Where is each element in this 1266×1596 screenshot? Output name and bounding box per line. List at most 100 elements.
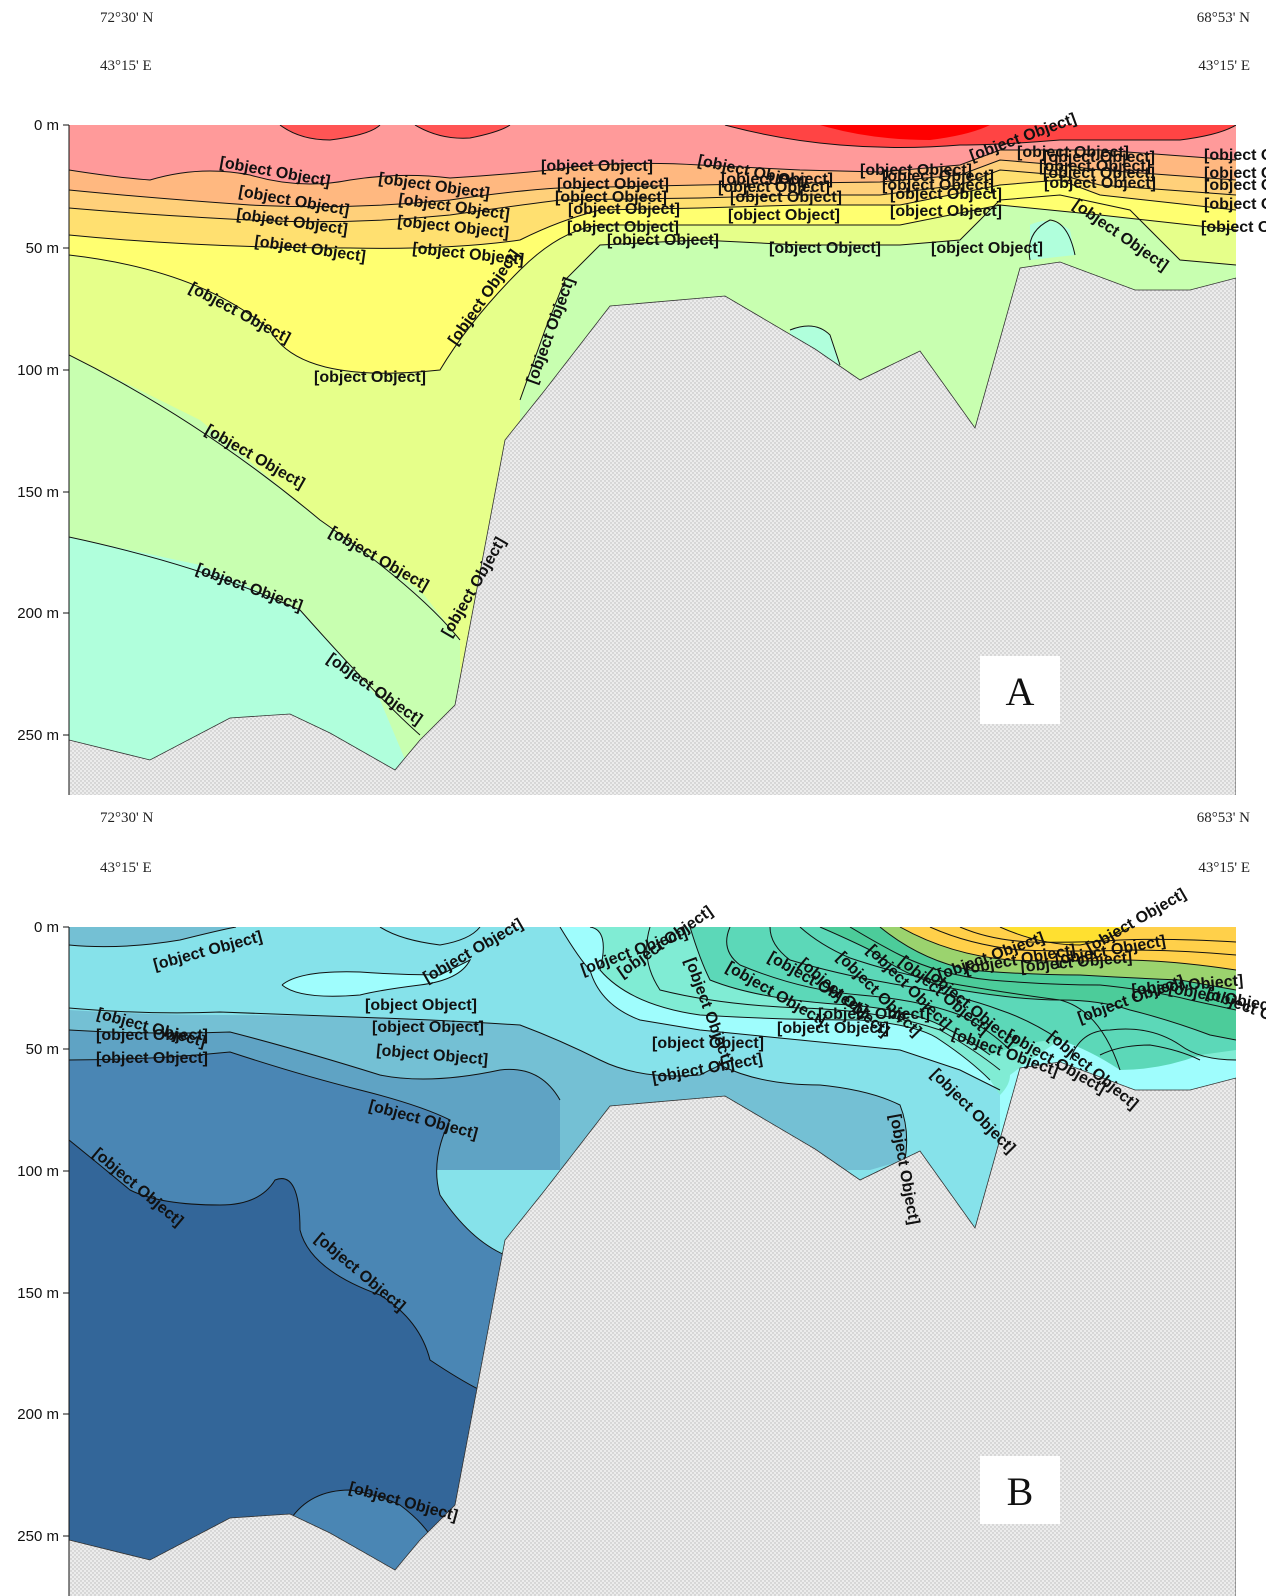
isoline-34-6-pocket [281, 958, 472, 997]
isoline-5 [69, 179, 1236, 249]
contour-label: [object Object] [1204, 196, 1266, 213]
isoline-33-8-low [1099, 1044, 1201, 1061]
contour-label: [object Object] [1039, 158, 1151, 175]
contour-label: [object Object] [818, 1006, 930, 1023]
isoline-9c [724, 125, 1236, 148]
contour-label: [object Object] [1201, 219, 1266, 236]
isoline-34-0-low [1069, 1028, 1236, 1061]
isoline-9a [279, 125, 381, 141]
isoline-32-6 [999, 927, 1131, 946]
contour-label: [object Object] [718, 179, 830, 196]
sal-band-35-0 [69, 1140, 480, 1596]
isoline-34-7 [69, 1007, 908, 1161]
y-tick-label: 150 m [17, 1285, 59, 1302]
y-tick-label: 200 m [17, 605, 59, 622]
isoline-7 [69, 159, 1236, 208]
y-tick-label: 100 m [17, 1163, 59, 1180]
y-tick-label: 250 m [17, 1528, 59, 1545]
sal-band-34-6-pocket [282, 960, 470, 997]
isoline-35-0-pocket [289, 1489, 431, 1536]
isoline-34-4 [646, 927, 1001, 1071]
temp-band-11 [820, 125, 990, 140]
contour-label: [object Object] [1044, 175, 1156, 192]
isoline-9b [414, 125, 511, 139]
isoline-34-6 [559, 927, 1001, 1091]
panel-b-top-right-lon: 43°15' E [1198, 860, 1250, 876]
isoline-35-0 [69, 1139, 481, 1391]
panel-a: 72°30' N 43°15' E 68°53' N 43°15' E [17, 10, 1266, 795]
y-tick-label: 50 m [26, 1041, 59, 1058]
contour-label: [object Object] [777, 1020, 889, 1037]
contour-label: [object Object] [652, 1035, 764, 1052]
isoline-34-2 [726, 927, 1011, 1051]
temp-band-10 [280, 125, 380, 140]
contour-label: [object Object] [769, 240, 881, 257]
isoline-34-8 [69, 1029, 561, 1101]
contour-label: [object Object] [882, 177, 994, 194]
y-tick-label: 0 m [34, 919, 59, 936]
isoline-33-0 [929, 927, 1236, 956]
panel-a-y-ticks [63, 124, 69, 736]
isoline-3b [69, 354, 461, 641]
temp-band-2-pocket-a [790, 326, 840, 365]
seabed-b [69, 1061, 1236, 1596]
contour-label: [object Object] [721, 171, 833, 188]
panel-a-label: A [1006, 669, 1035, 714]
panel-a-label-box [980, 656, 1060, 724]
contour-label: [object Object] [96, 1050, 208, 1067]
panel-b-label: B [1007, 1469, 1034, 1514]
y-tick-label: 50 m [26, 240, 59, 257]
contour-label: [object Object] [568, 201, 680, 218]
isoline-34-6-top [379, 927, 481, 946]
isoline-32-8 [959, 927, 1236, 943]
contour-label: [object Object] [1204, 147, 1266, 164]
isoline-2-pocket-b [1028, 219, 1076, 261]
y-tick-label: 150 m [17, 484, 59, 501]
y-tick-label: 0 m [34, 117, 59, 134]
isoline-34-0 [799, 927, 1121, 1071]
contour-label: [object Object] [365, 997, 477, 1014]
panel-a-top-left-lat: 72°30' N [100, 10, 153, 26]
contour-label: [object Object] [567, 219, 679, 236]
contour-label: [object Object] [1017, 144, 1129, 161]
contour-label: [object Object] [555, 189, 667, 206]
panel-b-y-tick-labels: 0 m 50 m 100 m 150 m 200 m 250 m [17, 919, 59, 1545]
panel-b-y-ticks [63, 926, 69, 1537]
contour-label: [object Object] [607, 232, 719, 249]
contour-label: [object Object] [730, 189, 842, 206]
panel-b: 72°30' N 43°15' E 68°53' N 43°15' E [17, 810, 1266, 1596]
contour-label: [object Object] [931, 240, 1043, 257]
contour-label: [object Object] [860, 162, 972, 179]
seabed-a [69, 261, 1236, 795]
contour-label: [object Object] [882, 168, 994, 185]
panel-b-plot-area [69, 927, 1236, 1596]
isoline-33-4 [879, 927, 1236, 991]
y-tick-label: 100 m [17, 362, 59, 379]
isoline-34-1 [769, 927, 1061, 1041]
panel-b-label-box [980, 1456, 1060, 1524]
panel-a-plot-area [69, 125, 1236, 795]
isoline-6 [69, 169, 1236, 223]
contour-label: [object Object] [557, 176, 669, 193]
isoline-34-5 [589, 927, 991, 1081]
y-tick-label: 250 m [17, 727, 59, 744]
contour-label: [object Object] [1043, 165, 1155, 182]
contour-label: [object Object] [1043, 149, 1155, 166]
panel-a-y-tick-labels: 0 m 50 m 100 m 150 m 200 m 250 m [17, 117, 59, 744]
isoline-33-6 [849, 927, 1236, 1011]
contour-label: [object Object] [541, 158, 653, 175]
y-tick-label: 200 m [17, 1406, 59, 1423]
isoline-3 [519, 194, 1236, 401]
sal-isolines [69, 927, 1236, 1536]
panel-a-top-right-lat: 68°53' N [1197, 10, 1250, 26]
isoline-2-pocket-a [789, 325, 841, 366]
sal-band-32-2 [1000, 927, 1130, 945]
contour-label: [object Object] [314, 369, 426, 386]
panel-b-top-right-lat: 68°53' N [1197, 810, 1250, 826]
panel-b-top-left-lat: 72°30' N [100, 810, 153, 826]
isoline-33-2 [899, 927, 1236, 971]
panel-a-top-right-lon: 43°15' E [1198, 58, 1250, 74]
panel-b-top-left-lon: 43°15' E [100, 860, 152, 876]
sal-band-32-6 [900, 927, 1236, 970]
